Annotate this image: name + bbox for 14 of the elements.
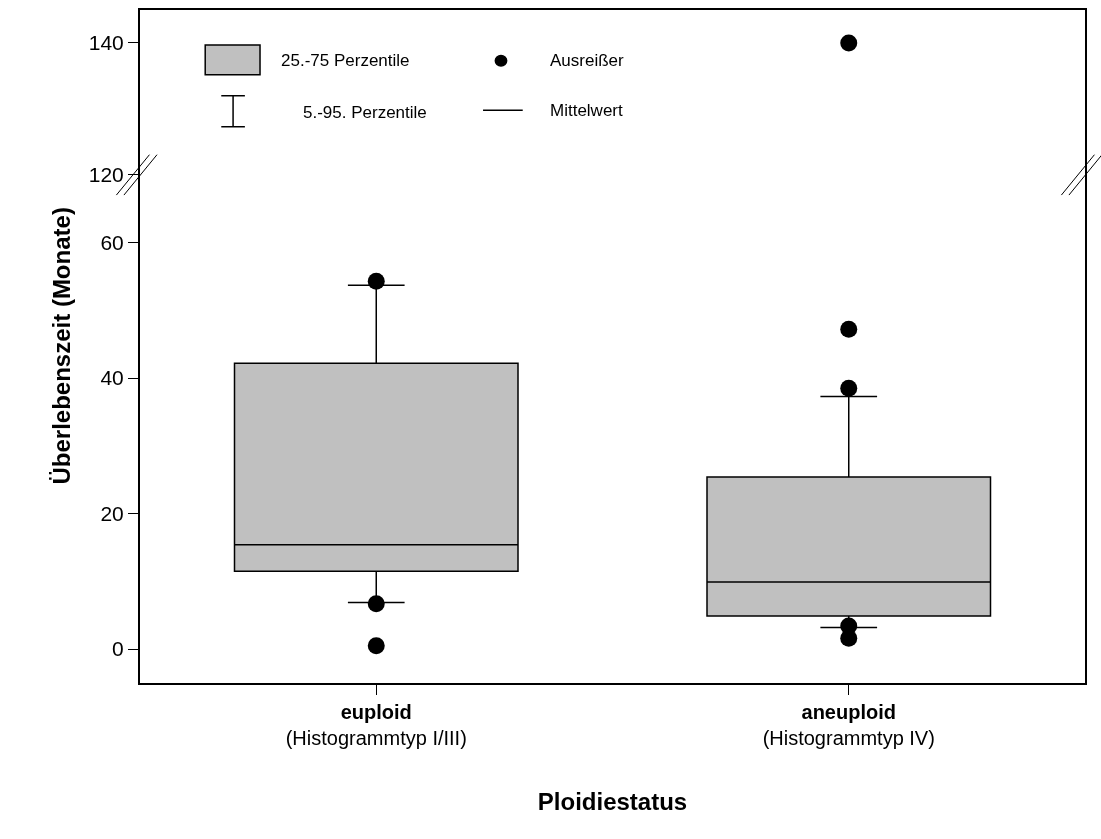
annotation: 5.-95. Perzentile	[303, 103, 427, 122]
y-tick-label: 0	[112, 637, 124, 661]
y-tick-label: 120	[88, 163, 124, 187]
x-axis-title: Ploidiestatus	[537, 787, 688, 815]
y-tick-label: 140	[88, 31, 124, 55]
y-tick-label: 60	[100, 230, 124, 254]
annotation: Mittelwert	[550, 101, 624, 120]
y-axis-title: Überlebenszeit (Monate)	[47, 207, 75, 485]
annotation: 25.-75 Perzentile	[281, 51, 410, 70]
y-tick-label: 20	[100, 501, 124, 525]
y-tick-label: 40	[100, 366, 124, 390]
annotation: Ausreißer	[550, 51, 625, 70]
x-tick-label: aneuploid (Histogrammtyp IV)	[762, 701, 935, 749]
x-tick-label: euploid (Histogrammtyp I/III)	[285, 701, 467, 749]
